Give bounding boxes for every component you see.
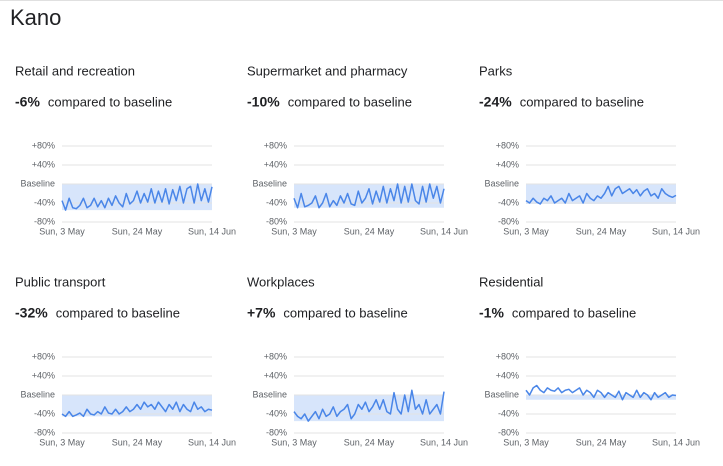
x-tick-label: Sun, 24 May [576,226,627,236]
y-tick-label: -80% [266,427,287,437]
y-tick-label: +40% [32,159,55,169]
y-tick-label: -80% [266,216,287,226]
y-tick-label: -40% [266,408,287,418]
series-line [293,183,445,209]
chart-title: Workplaces [247,274,315,289]
chart-title: Public transport [15,274,106,289]
series-line [61,183,213,211]
summary-value: -24% [479,94,512,110]
summary-value: -32% [15,305,48,321]
y-tick-label: +80% [264,140,287,150]
series-line [61,401,213,418]
series-line [525,185,677,205]
summary-text: compared to baseline [520,94,644,109]
y-tick-label: -40% [34,408,55,418]
summary-value: -1% [479,305,504,321]
x-tick-label: Sun, 3 May [39,226,85,236]
chart-title: Parks [479,63,513,78]
y-tick-label: -80% [34,216,55,226]
chart-title: Retail and recreation [15,63,135,78]
summary-value: -6% [15,94,40,110]
y-tick-label: Baseline [484,389,519,399]
series-line [525,384,677,401]
x-tick-label: Sun, 24 May [576,437,627,447]
x-tick-label: Sun, 3 May [271,226,317,236]
y-tick-label: Baseline [20,178,55,188]
chart-title: Supermarket and pharmacy [247,63,408,78]
x-tick-label: Sun, 14 Jun [188,226,236,236]
x-tick-label: Sun, 24 May [112,437,163,447]
y-tick-label: -40% [266,197,287,207]
x-tick-label: Sun, 24 May [112,226,163,236]
y-tick-label: +40% [496,370,519,380]
summary-value: -10% [247,94,280,110]
y-tick-label: -40% [498,197,519,207]
page-title: Kano [10,5,61,30]
x-tick-label: Sun, 14 Jun [420,226,468,236]
x-tick-label: Sun, 14 Jun [188,437,236,447]
x-tick-label: Sun, 3 May [271,437,317,447]
y-tick-label: -40% [498,408,519,418]
summary-text: compared to baseline [288,94,412,109]
y-tick-label: -80% [498,216,519,226]
y-tick-label: Baseline [484,178,519,188]
baseline-band [294,184,444,208]
y-tick-label: Baseline [20,389,55,399]
y-tick-label: -80% [34,427,55,437]
x-tick-label: Sun, 14 Jun [652,437,700,447]
baseline-band [294,395,444,422]
summary-value: +7% [247,305,276,321]
x-tick-label: Sun, 24 May [344,437,395,447]
y-tick-label: Baseline [252,389,287,399]
x-tick-label: Sun, 3 May [503,226,549,236]
y-tick-label: -80% [498,427,519,437]
x-tick-label: Sun, 14 Jun [420,437,468,447]
y-tick-label: +40% [32,370,55,380]
y-tick-label: +80% [496,140,519,150]
baseline-band [526,395,676,400]
summary-text: compared to baseline [283,305,407,320]
x-tick-label: Sun, 24 May [344,226,395,236]
y-tick-label: +80% [32,351,55,361]
y-tick-label: +40% [264,370,287,380]
baseline-band [526,184,676,204]
y-tick-label: +80% [264,351,287,361]
y-tick-label: +40% [496,159,519,169]
x-tick-label: Sun, 3 May [39,437,85,447]
y-tick-label: +80% [32,140,55,150]
y-tick-label: +80% [496,351,519,361]
y-tick-label: Baseline [252,178,287,188]
x-tick-label: Sun, 3 May [503,437,549,447]
y-tick-label: +40% [264,159,287,169]
x-tick-label: Sun, 14 Jun [652,226,700,236]
summary-text: compared to baseline [56,305,180,320]
summary-text: compared to baseline [48,94,172,109]
y-tick-label: -40% [34,197,55,207]
series-line [293,389,445,422]
summary-text: compared to baseline [512,305,636,320]
chart-title: Residential [479,274,543,289]
